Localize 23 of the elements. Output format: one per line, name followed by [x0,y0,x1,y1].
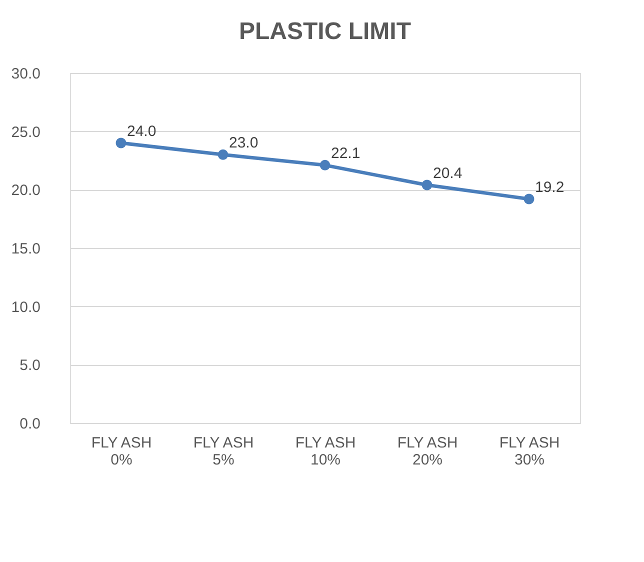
point [320,160,330,170]
x-tick-label: FLY ASH 20% [397,434,458,468]
x-tick-label: FLY ASH 10% [295,434,356,468]
y-tick-label: 15.0 [11,240,40,258]
chart-title: PLASTIC LIMIT [239,18,412,45]
y-tick-label: 10.0 [11,298,40,316]
x-tick-label: FLY ASH 30% [499,434,560,468]
y-tick-label: 25.0 [11,124,40,141]
y-tick-label: 5.0 [20,357,40,374]
y-tick-label: 20.0 [11,182,40,200]
x-tick-label: FLY ASH 0% [91,434,152,468]
point [524,194,534,204]
data-label: 19.2 [535,179,564,196]
y-tick-label: 30.0 [11,66,40,82]
data-label: 22.1 [331,145,360,162]
y-tick-label: 0.0 [20,416,40,432]
point [422,180,432,190]
data-label: 23.0 [229,134,258,152]
point [116,138,126,148]
data-label: 20.4 [433,165,462,182]
point [218,149,228,160]
x-tick-label: FLY ASH 5% [193,434,254,468]
data-label: 24.0 [127,123,156,140]
